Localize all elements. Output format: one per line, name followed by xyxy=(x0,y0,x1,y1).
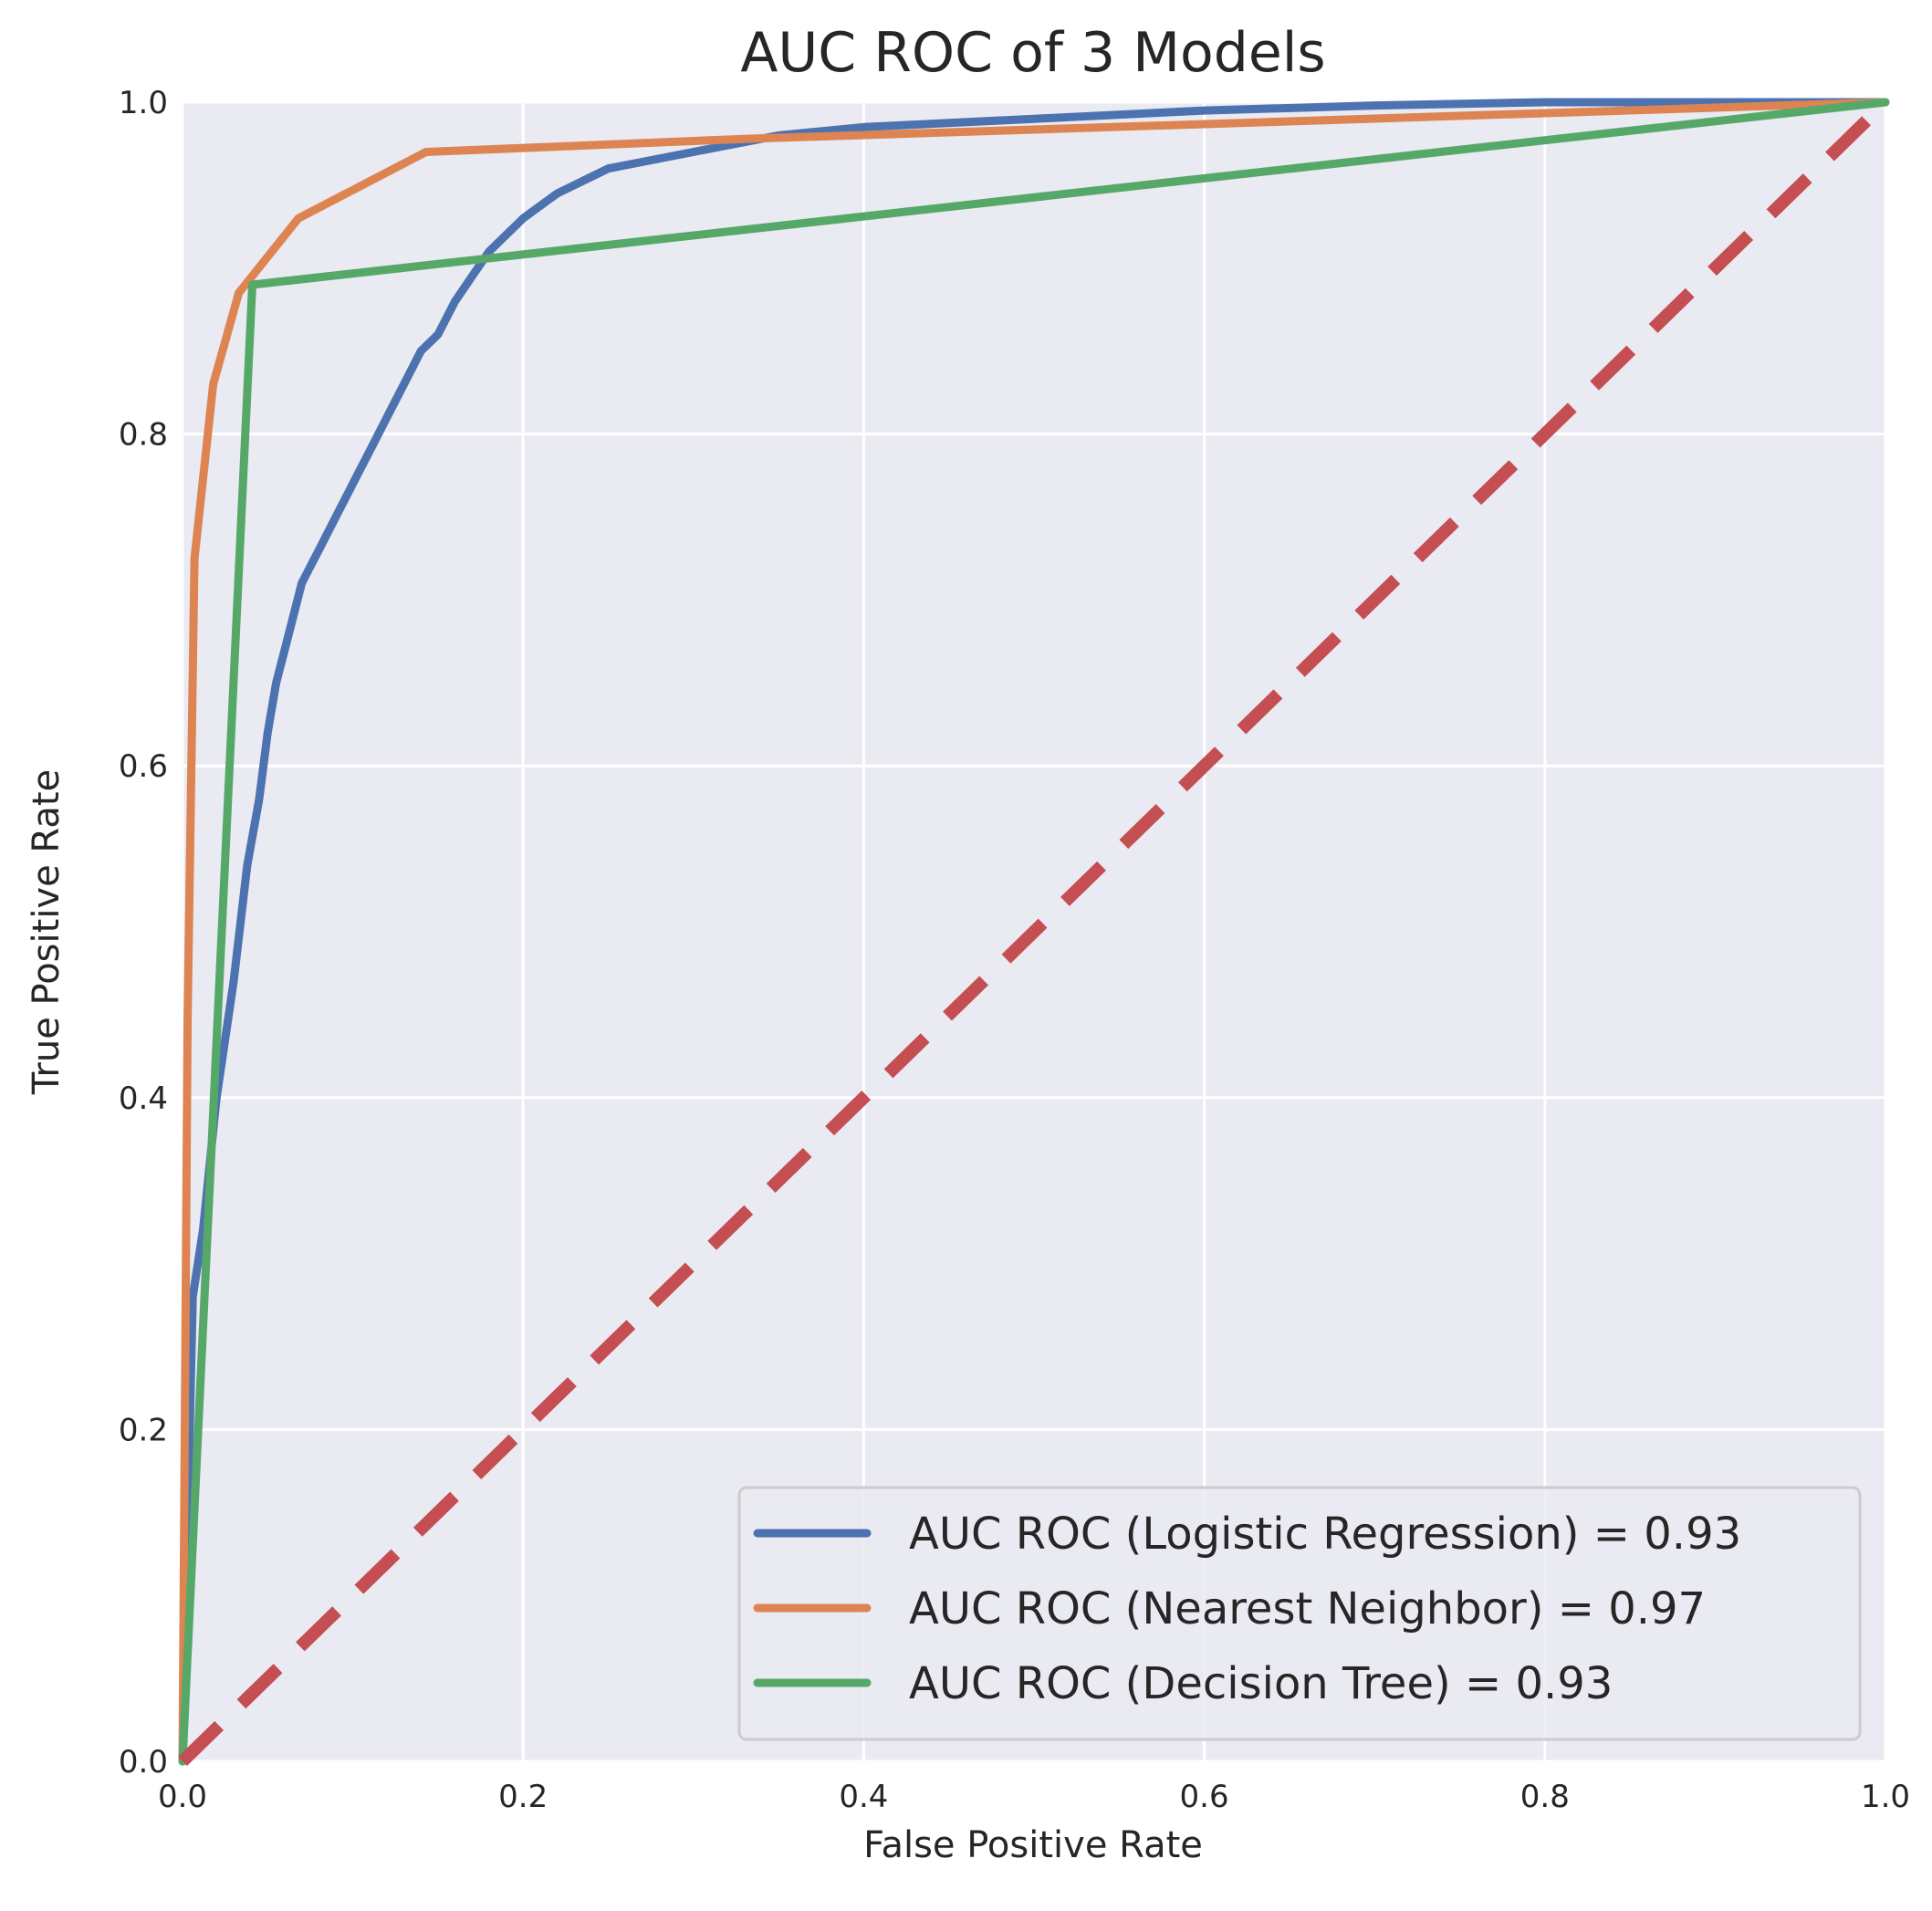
legend-label-tree: AUC ROC (Decision Tree) = 0.93 xyxy=(909,1658,1613,1709)
y-axis-label: True Positive Rate xyxy=(26,769,68,1095)
legend-label-logistic: AUC ROC (Logistic Regression) = 0.93 xyxy=(909,1509,1741,1560)
series-line-decision-tree xyxy=(178,98,1890,1766)
grid-lines xyxy=(181,100,1887,1763)
chart-title: AUC ROC of 3 Models xyxy=(740,21,1325,85)
y-tick-label: 0.0 xyxy=(119,1744,168,1780)
legend: AUC ROC (Logistic Regression) = 0.93 AUC… xyxy=(737,1486,1862,1741)
x-axis-ticks: 0.0 0.2 0.4 0.6 0.8 1.0 xyxy=(158,1779,1910,1815)
legend-label-nearest: AUC ROC (Nearest Neighbor) = 0.97 xyxy=(909,1583,1706,1634)
series-line-nearest-neighbor xyxy=(178,98,1890,1766)
y-tick-label: 1.0 xyxy=(119,85,168,121)
x-tick-label: 0.2 xyxy=(498,1779,548,1815)
legend-box xyxy=(737,1486,1862,1741)
y-axis-ticks: 0.0 0.2 0.4 0.6 0.8 1.0 xyxy=(119,85,168,1780)
diagonal-reference-line xyxy=(178,97,1890,1767)
x-tick-label: 0.6 xyxy=(1180,1779,1229,1815)
x-tick-label: 0.8 xyxy=(1520,1779,1570,1815)
x-tick-label: 0.0 xyxy=(158,1779,207,1815)
y-tick-label: 0.6 xyxy=(119,748,168,785)
series-layer xyxy=(178,97,1890,1767)
y-tick-label: 0.2 xyxy=(119,1412,168,1448)
x-axis-label: False Positive Rate xyxy=(863,1824,1203,1866)
y-tick-label: 0.4 xyxy=(119,1081,168,1117)
x-tick-label: 1.0 xyxy=(1861,1779,1910,1815)
y-tick-label: 0.8 xyxy=(119,417,168,454)
x-tick-label: 0.4 xyxy=(839,1779,888,1815)
